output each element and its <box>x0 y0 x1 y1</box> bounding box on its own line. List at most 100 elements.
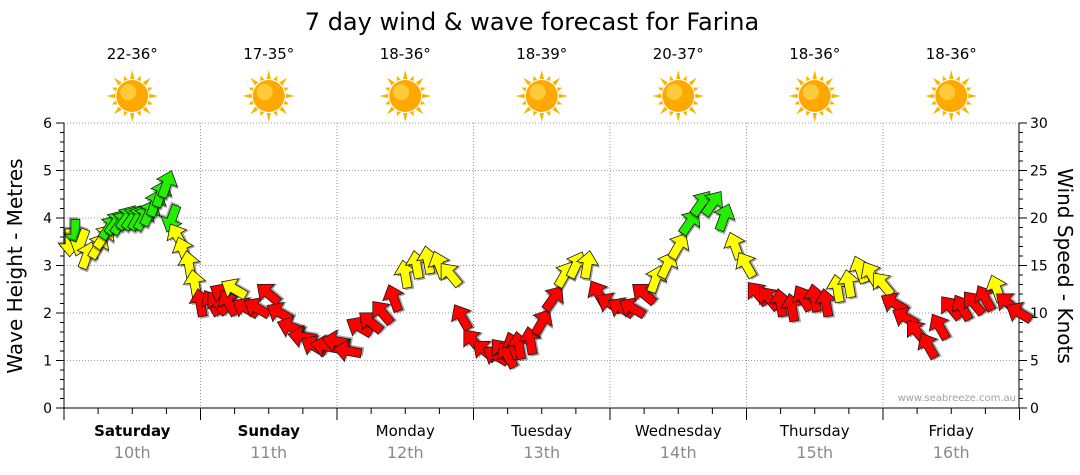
sun-ray <box>942 110 947 117</box>
right-axis-label: Wind Speed - Knots <box>1053 168 1077 364</box>
watermark: www.seabreeze.com.au <box>898 393 1016 404</box>
wind-arrow-body <box>155 170 179 200</box>
wind-arrow <box>451 304 476 333</box>
sun-ray <box>955 110 960 117</box>
sun-ray <box>556 87 563 92</box>
sun-highlight <box>529 84 546 100</box>
sun-ray <box>825 77 834 86</box>
wind-arrow-body <box>256 283 283 307</box>
sun-ray <box>136 110 141 117</box>
sun-icon <box>379 70 432 122</box>
daily-temperature-row: 22-36° 17-35° 18-36° 18-39° 20-37° 18-36° 18-3… <box>106 45 978 122</box>
sun-ray <box>657 100 664 105</box>
sun-ray <box>396 75 401 82</box>
sun-ray <box>796 106 805 115</box>
wind-arrow-body <box>607 297 636 320</box>
wind-arrow <box>735 251 760 280</box>
sun-ray <box>669 75 674 82</box>
sun-ray <box>693 100 699 105</box>
sun-ray <box>794 100 800 105</box>
sun-ray <box>123 75 128 82</box>
wind-arrow-body <box>836 269 861 299</box>
sun-ray <box>273 75 278 82</box>
daily-temperature-label: 18-36° <box>926 45 977 63</box>
sun-ray <box>552 77 561 86</box>
sun-ray <box>657 87 664 92</box>
wind-arrow <box>155 170 179 202</box>
sun-ray <box>539 70 544 79</box>
wind-arrow <box>333 338 365 363</box>
sun-ray <box>379 93 389 99</box>
sun-ray <box>794 87 800 92</box>
sun-ray <box>930 100 937 105</box>
sun-icon <box>106 70 159 122</box>
sun-icon <box>925 70 978 122</box>
sun-ray <box>688 77 697 86</box>
sun-ray <box>829 100 836 105</box>
sun-ray <box>819 110 824 117</box>
sun-ray <box>552 106 561 115</box>
left-tick-label: 3 <box>43 259 52 275</box>
wind-arrow <box>256 283 285 307</box>
sun-ray <box>130 113 135 122</box>
sun-ray <box>932 77 941 86</box>
sun-highlight <box>256 84 273 100</box>
sun-ray <box>113 77 122 86</box>
sun-ray <box>695 93 705 99</box>
daily-temperature-label: 17-35° <box>243 45 294 63</box>
sun-ray <box>521 87 527 92</box>
daily-temperature-label: 20-37° <box>653 45 704 63</box>
wind-arrow-body <box>372 301 395 327</box>
wind-arrow-body <box>440 263 464 289</box>
sun-ray <box>812 70 817 79</box>
sun-ray <box>250 106 259 115</box>
day-name-label: Tuesday <box>510 422 572 440</box>
sun-highlight <box>393 84 410 100</box>
wind-arrow <box>1005 301 1036 324</box>
day-date-label: 10th <box>114 443 151 462</box>
left-tick-label: 4 <box>43 211 52 227</box>
sun-ray <box>669 110 674 117</box>
sun-ray <box>796 77 805 86</box>
wind-arrow <box>656 251 679 282</box>
sun-ray <box>942 75 947 82</box>
right-y-axis: 0 5 10 15 20 25 30 <box>1018 116 1048 417</box>
sun-ray <box>533 110 538 117</box>
right-tick-label: 25 <box>1030 164 1048 180</box>
wind-arrow-body <box>217 289 240 318</box>
sun-ray <box>403 113 408 122</box>
sun-ray <box>420 87 426 92</box>
day-date-label: 12th <box>387 443 424 462</box>
sun-ray <box>546 110 551 117</box>
sun-ray <box>147 87 153 92</box>
wind-arrow <box>780 292 805 324</box>
wind-arrow-body <box>928 313 951 342</box>
sun-ray <box>659 106 668 115</box>
sun-ray <box>676 113 681 122</box>
sun-ray <box>403 70 408 79</box>
sun-ray <box>396 110 401 117</box>
wind-arrow <box>836 269 862 300</box>
daily-temperature-label: 18-36° <box>380 45 431 63</box>
day-name-label: Wednesday <box>635 422 722 440</box>
wind-arrow <box>541 286 564 315</box>
day-name-label: Saturday <box>94 422 171 440</box>
right-tick-label: 30 <box>1030 116 1048 132</box>
day-date-label: 14th <box>660 443 697 462</box>
left-tick-label: 6 <box>43 116 52 132</box>
left-y-axis: 0 1 2 3 4 5 6 <box>43 116 65 417</box>
wind-arrow <box>159 201 183 233</box>
sun-ray <box>111 100 118 105</box>
sun-ray <box>113 106 122 115</box>
sun-highlight <box>939 84 956 100</box>
wind-arrow <box>713 203 737 235</box>
sun-ray <box>266 113 271 122</box>
sun-ray <box>248 100 254 105</box>
sun-ray <box>283 87 290 92</box>
sun-ray <box>260 75 265 82</box>
sun-ray <box>966 87 972 92</box>
sun-ray <box>955 75 960 82</box>
sun-ray <box>142 106 151 115</box>
